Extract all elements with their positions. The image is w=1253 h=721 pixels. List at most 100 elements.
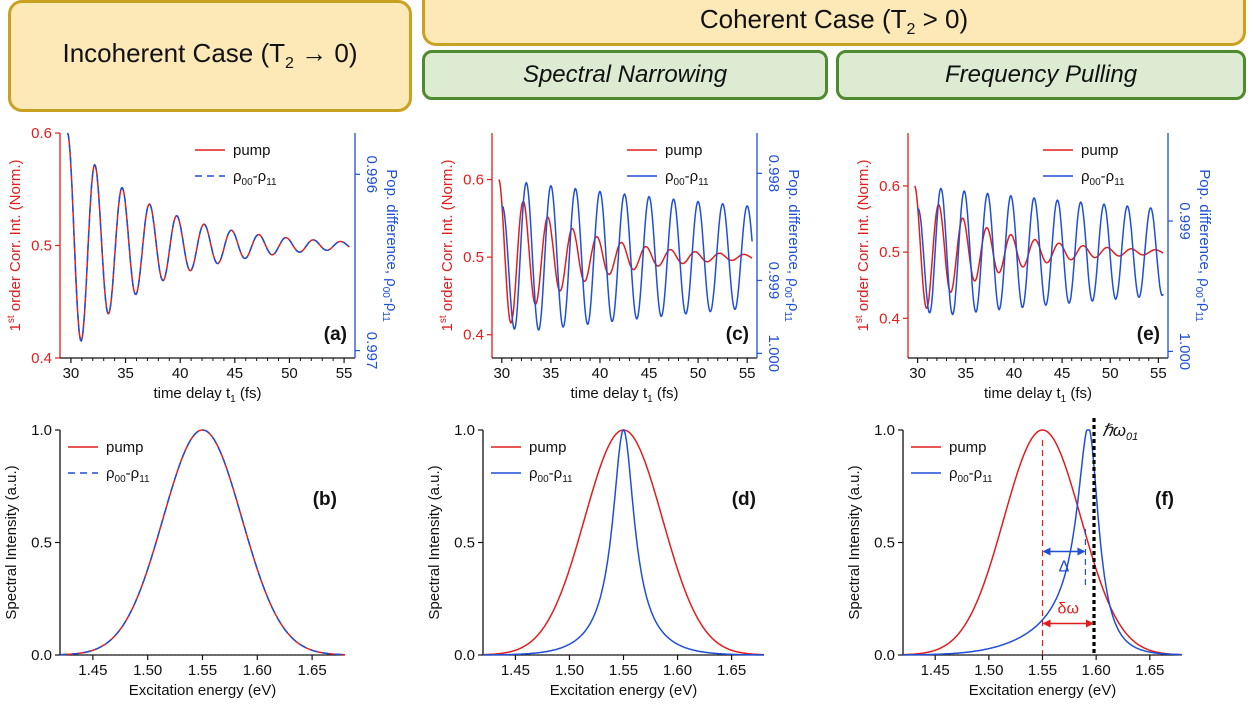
- delta-arrow-head: [1042, 547, 1051, 556]
- text-span: t: [1056, 385, 1061, 402]
- x-tick-label: 30: [493, 365, 510, 382]
- subscript: 11: [982, 474, 993, 485]
- legend-label: ρ00​-ρ11​: [665, 168, 709, 188]
- x-tick-label: 1.55: [609, 662, 638, 679]
- legend-label: ρ00​-ρ11​: [233, 168, 277, 188]
- subscript: 00: [115, 474, 127, 485]
- text-span: Pop. difference,: [1196, 169, 1213, 278]
- x-tick-label: 55: [336, 365, 353, 382]
- subscript: 11: [1114, 177, 1125, 188]
- series-line-pop-difference: [483, 429, 764, 656]
- text-span: Pop. difference,: [383, 169, 400, 278]
- text-span: time delay: [153, 385, 226, 402]
- spectral-narrowing-text: Spectral Narrowing: [522, 61, 728, 88]
- legend-label: ρ00​-ρ11​: [1081, 168, 1125, 188]
- y-tick-label: 0.5: [874, 535, 895, 552]
- text-span: Spectral Intensity (a.u.): [846, 465, 863, 619]
- text-span: order Corr. Int. (Norm.): [855, 160, 872, 316]
- text-span: order Corr. Int. (Norm.): [7, 160, 24, 316]
- y-right-tick-label: 1.000: [765, 335, 782, 373]
- text-span: -: [549, 465, 554, 482]
- spectral-narrowing-header: Spectral Narrowing: [422, 50, 828, 100]
- subscript: 11: [380, 311, 391, 322]
- text-span: ρ: [258, 168, 267, 185]
- y-tick-label: 0.4: [879, 310, 900, 327]
- x-tick-label: 1.60: [1082, 662, 1111, 679]
- subscript: 11: [266, 177, 277, 188]
- legend-label: pump: [529, 439, 567, 456]
- legend-label: pump: [949, 439, 987, 456]
- y-axis-label: Spectral Intensity (a.u.): [846, 465, 863, 619]
- panel-d: 1.45 1.50 1.55 1.60 1.65 Excitation energy (e…: [426, 422, 764, 699]
- y-tick-label: 0.6: [31, 125, 52, 142]
- x-tick-label: 45: [226, 365, 243, 382]
- x-axis-label: time delay t1​ (fs): [570, 385, 678, 405]
- x-tick-label: 1.50: [974, 662, 1003, 679]
- domega-arrow-head: [1042, 619, 1051, 628]
- text-span: 1: [7, 323, 24, 331]
- text-span: 1: [855, 323, 872, 331]
- text-span: (fs): [236, 385, 262, 402]
- x-tick-label: 1.45: [78, 662, 107, 679]
- legend-label: pump: [106, 439, 144, 456]
- x-tick-label: 55: [739, 365, 756, 382]
- legend-label: pump: [665, 142, 703, 159]
- y-right-axis-label: Pop. difference, ρ00​-ρ11​: [380, 169, 400, 322]
- domega-arrow-head: [1086, 619, 1095, 628]
- superscript: st: [854, 315, 865, 323]
- x-tick-label: 40: [592, 365, 609, 382]
- panel-b: 1.45 1.50 1.55 1.60 1.65 Excitation energy (e…: [3, 422, 345, 699]
- y-axis-label: 1st​ order Corr. Int. (Norm.): [854, 160, 872, 332]
- text-span: pump: [1081, 142, 1119, 159]
- legend-label: ρ00​-ρ11​: [106, 465, 150, 485]
- y-tick-label: 0.4: [463, 327, 484, 344]
- x-tick-label: 45: [1054, 365, 1071, 382]
- y-tick-label: 0.5: [463, 249, 484, 266]
- y-right-tick-label: 0.999: [1176, 202, 1193, 240]
- x-axis-label: Excitation energy (eV): [550, 682, 698, 699]
- panel-f: 1.45 1.50 1.55 1.60 1.65 Excitation energy (e…: [846, 418, 1183, 699]
- text-span: ρ: [1106, 168, 1115, 185]
- subscript: 00: [1090, 177, 1102, 188]
- panel-c: 30 35 40 45 50 55 time delay t1​ (fs) 0.4 0.5 0.6…: [438, 133, 802, 405]
- panel-e: 30 35 40 45 50 55 time delay t1​ (fs) 0.4 0.5 0.6…: [854, 133, 1213, 405]
- x-tick-label: 1.55: [1028, 662, 1057, 679]
- x-tick-label: 1.50: [133, 662, 162, 679]
- text-span: ρ: [785, 303, 802, 312]
- text-span: pump: [665, 142, 703, 159]
- y-right-tick-label: 1.000: [1176, 333, 1193, 371]
- subscript: 1: [647, 394, 653, 405]
- coherent-header-text: Coherent Case (T2 > 0): [699, 3, 969, 39]
- text-span: ρ: [383, 278, 400, 287]
- series-line-pump: [498, 179, 753, 325]
- text-span: ρ: [1196, 303, 1213, 312]
- subscript: 11: [1193, 311, 1204, 322]
- text-span: time delay: [570, 385, 643, 402]
- x-axis-label: time delay t1​ (fs): [153, 385, 261, 405]
- x-tick-label: 40: [172, 365, 189, 382]
- text-span: Excitation energy (eV): [550, 682, 698, 699]
- y-right-tick-label: 0.997: [363, 332, 380, 370]
- y-tick-label: 0.6: [463, 172, 484, 189]
- y-right-tick-label: 0.999: [765, 262, 782, 300]
- superscript: st: [6, 315, 17, 323]
- x-tick-label: 1.65: [717, 662, 746, 679]
- text-span: ρ: [554, 465, 563, 482]
- text-span: -: [383, 298, 400, 303]
- subscript: 11: [562, 474, 573, 485]
- text-span: ℏω: [1102, 421, 1126, 440]
- legend-label: ρ00​-ρ11​: [949, 465, 993, 485]
- text-span: t: [226, 385, 231, 402]
- x-tick-label: 55: [1150, 365, 1167, 382]
- text-span: pump: [949, 439, 987, 456]
- frequency-pulling-header: Frequency Pulling: [836, 50, 1246, 100]
- legend-label: pump: [1081, 142, 1119, 159]
- text-span: -: [126, 465, 131, 482]
- legend-label: pump: [233, 142, 271, 159]
- text-span: Spectral Intensity (a.u.): [3, 465, 20, 619]
- y-right-tick-label: 0.996: [363, 156, 380, 194]
- text-span: -: [785, 298, 802, 303]
- delta-label: Δ: [1059, 559, 1070, 576]
- text-span: ρ: [690, 168, 699, 185]
